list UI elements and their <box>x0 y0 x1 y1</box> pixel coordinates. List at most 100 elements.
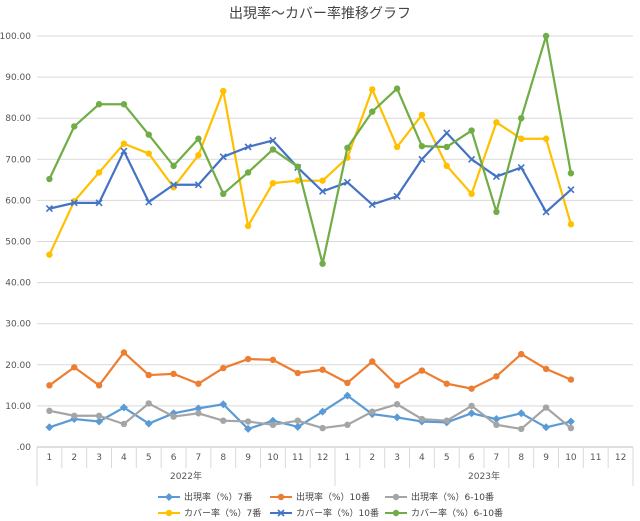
data-point <box>145 400 152 407</box>
data-point <box>393 192 401 200</box>
data-point <box>294 163 301 170</box>
data-point <box>95 169 103 176</box>
x-tick-label: 3 <box>394 453 400 463</box>
data-point <box>393 413 402 422</box>
y-tick-label: 10.00 <box>5 402 31 412</box>
data-point <box>244 222 252 230</box>
series-line <box>48 34 572 265</box>
data-point <box>294 417 301 424</box>
x-tick-label: 7 <box>196 453 202 463</box>
data-point <box>195 151 202 159</box>
data-point <box>120 101 128 108</box>
series-line <box>49 402 572 431</box>
y-tick-label: 30.00 <box>5 320 31 330</box>
data-point <box>493 373 500 380</box>
legend-label: カバー率（%）7番 <box>184 507 261 519</box>
data-point <box>220 190 227 198</box>
data-point <box>71 364 78 371</box>
data-point <box>517 163 525 172</box>
x-tick-label: 6 <box>171 453 177 463</box>
data-point <box>120 420 128 428</box>
data-point <box>277 509 285 517</box>
data-point <box>219 153 227 161</box>
y-tick-label: 40.00 <box>5 279 31 289</box>
x-tick-label: 2 <box>369 453 375 463</box>
y-tick-label: 20.00 <box>5 361 31 371</box>
x-tick-label: 8 <box>518 453 524 463</box>
data-point <box>443 129 451 137</box>
data-point <box>542 365 550 373</box>
legend-item: 出現率（%）6-10番 <box>385 491 494 503</box>
legend-item: カバー率（%）7番 <box>158 507 261 519</box>
series <box>46 400 575 433</box>
data-point <box>369 358 376 365</box>
data-point <box>277 493 285 501</box>
data-point <box>46 251 53 258</box>
x-tick-label: 4 <box>419 453 425 463</box>
series-group <box>45 32 575 433</box>
data-point <box>318 407 327 416</box>
data-point <box>392 493 400 501</box>
data-point <box>518 115 525 122</box>
data-point <box>269 421 277 429</box>
data-point <box>443 380 450 387</box>
y-tick-label: .00 <box>17 443 32 453</box>
data-point <box>95 382 103 389</box>
data-point <box>368 200 376 209</box>
data-point <box>45 205 53 213</box>
data-point <box>244 418 252 425</box>
legend-item: 出現率（%）7番 <box>158 491 252 503</box>
data-point <box>319 177 326 184</box>
data-point <box>220 364 227 372</box>
data-point <box>518 135 525 142</box>
data-point <box>244 424 253 433</box>
data-point <box>71 412 78 419</box>
data-point <box>418 367 426 374</box>
data-point <box>269 356 277 364</box>
legend-label: 出現率（%）6-10番 <box>411 491 494 503</box>
data-point <box>493 208 500 216</box>
x-tick-label: 5 <box>146 453 152 463</box>
data-point <box>344 144 351 151</box>
data-point <box>542 423 551 432</box>
data-point <box>269 146 277 153</box>
data-point <box>418 415 426 423</box>
data-point <box>293 422 302 431</box>
data-point <box>170 181 178 189</box>
x-tick-label: 12 <box>317 453 328 463</box>
data-point <box>294 369 301 377</box>
legend-label: カバー率（%）10番 <box>296 507 379 519</box>
data-point <box>165 493 173 501</box>
data-point <box>542 32 550 40</box>
legend-label: カバー率（%）6-10番 <box>411 507 503 519</box>
legend-label: 出現率（%）7番 <box>184 491 252 503</box>
data-point <box>369 86 376 93</box>
data-point <box>46 175 53 183</box>
data-point <box>392 509 400 517</box>
data-point <box>443 417 450 424</box>
data-point <box>45 423 54 432</box>
data-point <box>244 169 252 176</box>
data-point <box>343 391 352 400</box>
data-point <box>517 409 526 418</box>
data-point <box>194 181 202 189</box>
x-tick-label: 6 <box>469 453 475 463</box>
year-label: 2022年 <box>170 470 202 482</box>
data-point <box>343 178 351 186</box>
data-point <box>542 208 550 216</box>
series-line <box>48 88 572 256</box>
data-point <box>319 260 326 267</box>
x-tick-label: 10 <box>267 453 279 463</box>
data-point <box>71 123 78 130</box>
data-point <box>95 412 103 419</box>
data-point <box>244 143 252 151</box>
data-point <box>493 119 500 126</box>
data-point <box>567 376 575 383</box>
data-point <box>468 402 475 410</box>
data-point <box>492 415 501 424</box>
data-point <box>567 221 575 228</box>
data-point <box>220 87 227 95</box>
legend-item: 出現率（%）10番 <box>270 491 370 503</box>
data-point <box>294 177 301 184</box>
data-point <box>468 385 475 392</box>
